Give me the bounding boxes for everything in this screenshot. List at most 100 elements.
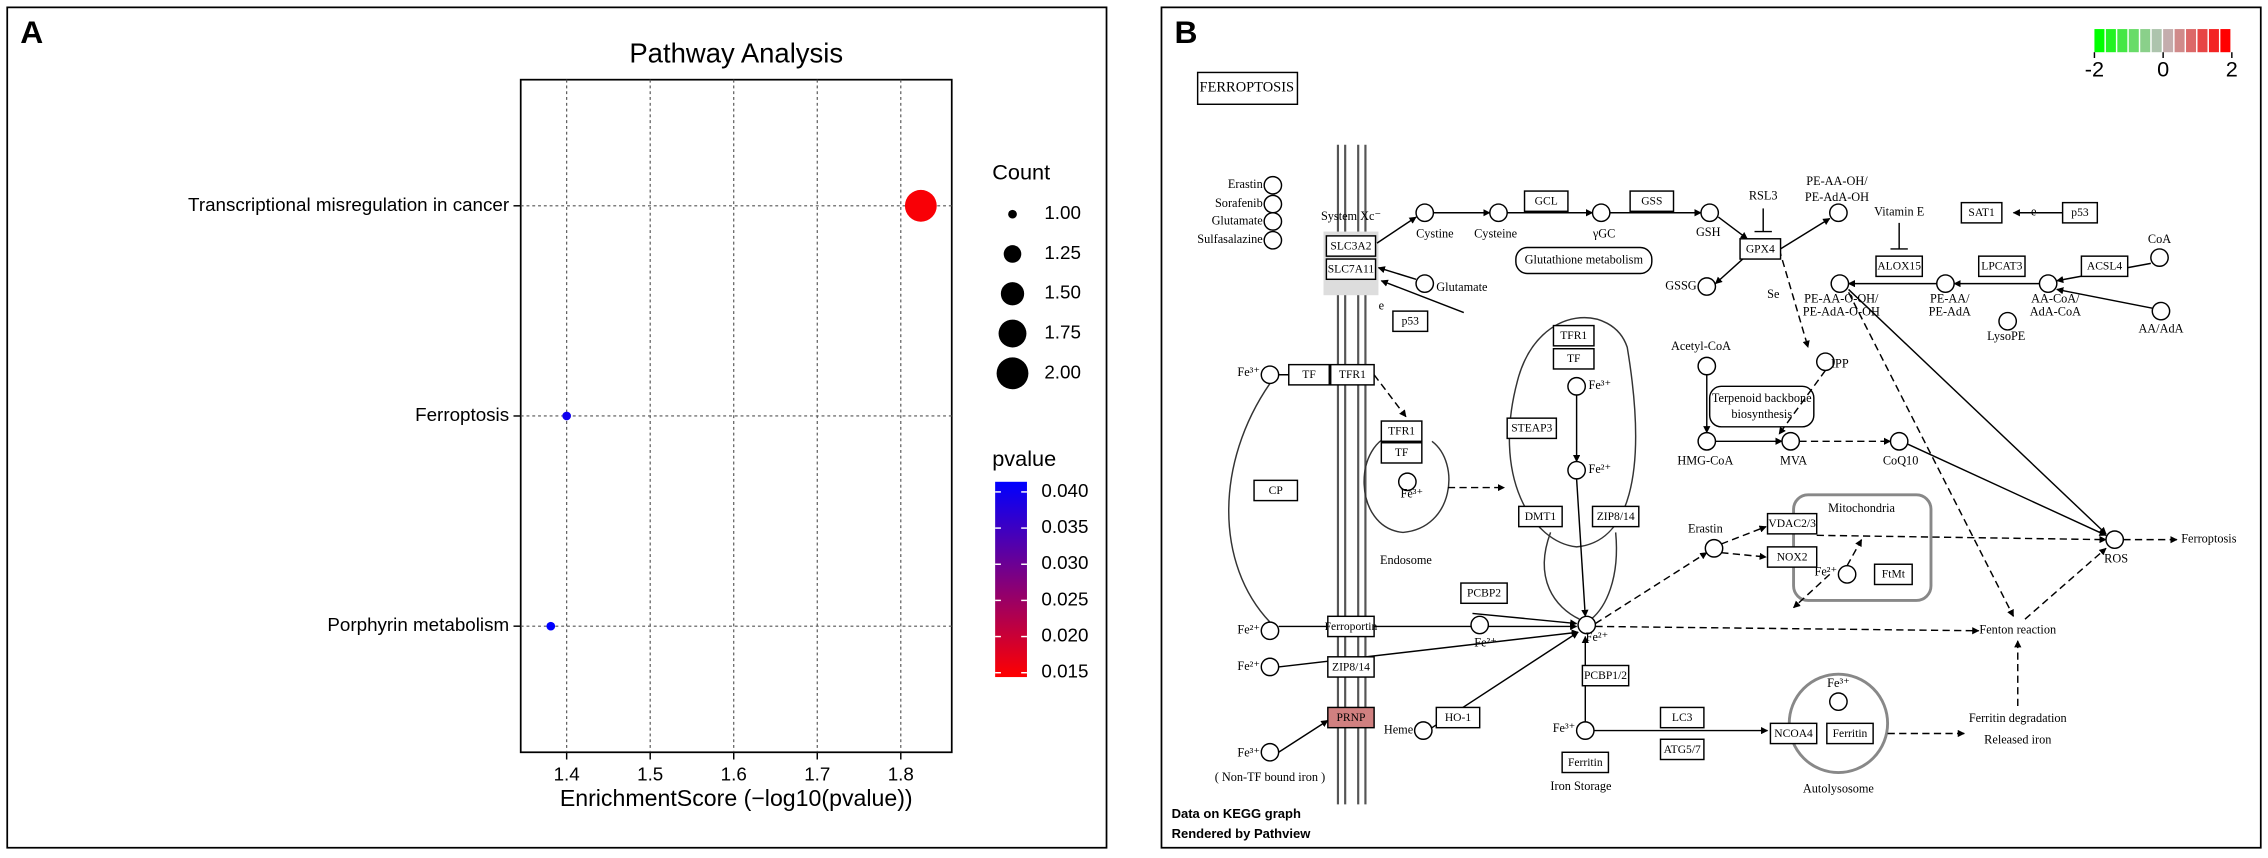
map-box	[1708, 385, 1815, 428]
legend-label: 0.030	[1041, 552, 1088, 573]
gene-box	[1561, 751, 1610, 774]
color-key-cell	[2197, 29, 2208, 53]
x-tick-label: 1.7	[804, 763, 830, 784]
gene-box	[1506, 417, 1558, 440]
arrow	[1377, 266, 1417, 280]
compound	[2150, 248, 2169, 268]
gene-label: PCBP1/2	[1584, 669, 1627, 682]
node-label: Released iron	[1984, 733, 2051, 747]
x-tick-label: 1.8	[888, 763, 914, 784]
arrow	[1717, 216, 1748, 240]
gene-label: TF	[1395, 446, 1409, 459]
node-label: biosynthesis	[1731, 407, 1792, 421]
arrow	[1816, 534, 2107, 544]
y-tick-label: Ferroptosis	[415, 404, 509, 425]
legend-label: 0.015	[1041, 661, 1088, 682]
gene-label: Ferroportin	[1325, 620, 1378, 633]
gene-label: VDAC2/3	[1768, 517, 1816, 530]
gene-label: ALOX15	[1877, 260, 1921, 273]
arrow	[1278, 719, 1329, 753]
node-label: PE-AdA-O-OH	[1803, 304, 1880, 318]
gene-label: NOX2	[1777, 550, 1808, 563]
gene-label: NCOA4	[1774, 727, 1813, 740]
node-label: Fe³⁺	[1237, 746, 1259, 760]
gene-box	[2080, 255, 2129, 278]
gene-label: TFR1	[1388, 425, 1415, 438]
arrow	[1721, 551, 1767, 560]
arrow	[2024, 547, 2107, 620]
color-key-cell	[2186, 29, 2197, 53]
gene-box	[1392, 310, 1429, 333]
gene-box	[1380, 442, 1423, 464]
point	[546, 621, 556, 631]
node-label: Sulfasalazine	[1197, 232, 1263, 246]
node-label: HMG-CoA	[1677, 453, 1733, 467]
legend-size-key	[1000, 282, 1025, 306]
node-label: Fe²⁺	[1237, 623, 1259, 637]
gene-box	[1325, 235, 1377, 257]
chart-title: Pathway Analysis	[629, 37, 843, 68]
color-key-cell	[2128, 29, 2139, 53]
compound	[1704, 538, 1724, 558]
arrow	[1907, 443, 2107, 536]
compartment	[1543, 532, 1580, 620]
arrow	[1778, 369, 1826, 435]
gene-box	[1766, 546, 1818, 568]
legend-label: 1.00	[1044, 202, 1081, 223]
compound	[1998, 311, 2018, 331]
node-label: Vitamin E	[1874, 205, 1924, 219]
node-label: AA-CoA/	[2031, 291, 2080, 305]
compound	[1829, 203, 1848, 223]
gene-label: TF	[1567, 352, 1581, 365]
node-label: AdA-CoA	[2030, 304, 2081, 318]
color-key-cell	[2163, 29, 2174, 53]
gene-box	[1327, 615, 1375, 638]
node-label: Glutamate	[1212, 213, 1264, 227]
node-label: MVA	[1780, 453, 1807, 467]
gene-label: ACSL4	[2087, 260, 2123, 273]
compound	[1470, 615, 1490, 635]
legend-label: 1.75	[1044, 322, 1081, 343]
compound	[1781, 431, 1801, 451]
node-label: PE-AdA-OH	[1805, 190, 1869, 204]
arrow	[1376, 216, 1417, 244]
gene-label: SLC7A11	[1328, 263, 1375, 276]
compound	[1263, 194, 1283, 214]
arrow	[1846, 539, 1863, 567]
arrow	[1595, 552, 1708, 625]
node-label: Se	[1767, 287, 1780, 301]
gene-box	[1659, 738, 1705, 761]
legend-size-key	[1008, 209, 1017, 219]
node-label: Glutathione metabolism	[1525, 252, 1644, 266]
x-axis-label: EnrichmentScore (−log10(pvalue))	[560, 785, 913, 811]
node-label: PE-AA-O-OH/	[1804, 291, 1879, 305]
gene-label: GCL	[1535, 195, 1558, 208]
arrow	[1848, 288, 2107, 535]
arrow	[1714, 257, 1745, 285]
point	[904, 189, 937, 222]
compound	[1837, 564, 1857, 584]
compound	[2151, 301, 2171, 321]
gene-label: LC3	[1672, 711, 1693, 724]
compound	[1697, 277, 1717, 296]
compound	[1697, 431, 1717, 451]
compound	[1260, 742, 1280, 762]
node-label: PE-AA-OH/	[1806, 174, 1868, 188]
color-key-label: 0	[2157, 57, 2169, 82]
compound	[1415, 274, 1435, 294]
colorbar	[995, 481, 1027, 678]
compound	[1263, 230, 1283, 250]
node-label: CoA	[2148, 232, 2171, 246]
arrow	[1780, 217, 1831, 250]
node-label: e	[1379, 299, 1385, 313]
gene-label: ZIP8/14	[1597, 510, 1635, 523]
panel-a-frame	[6, 6, 1108, 849]
node-label: Fe²⁺	[1815, 565, 1837, 579]
node-label: GSSG	[1665, 278, 1697, 292]
compound	[1413, 721, 1433, 740]
gene-label: TFR1	[1560, 329, 1587, 342]
color-key-cell	[2105, 29, 2116, 53]
gene-label: ZIP8/14	[1332, 660, 1370, 673]
gene-label: LPCAT3	[1981, 260, 2022, 273]
